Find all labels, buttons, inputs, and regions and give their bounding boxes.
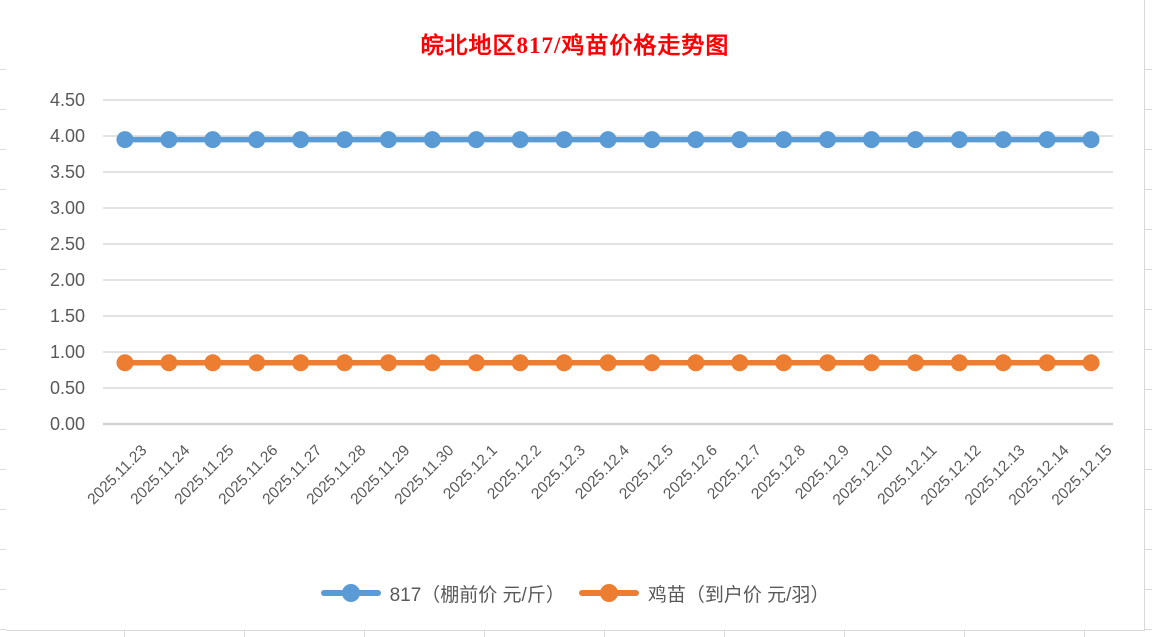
data-point-marker [336, 131, 354, 149]
data-point-marker [731, 354, 749, 372]
data-point-marker [248, 354, 266, 372]
y-tick-label: 4.50 [49, 90, 85, 110]
data-point-marker [467, 131, 485, 149]
data-point-marker [994, 131, 1012, 149]
data-point-marker [643, 131, 661, 149]
legend-dot [599, 584, 618, 602]
data-point-marker [643, 354, 661, 372]
legend-item: 鸡苗（到户价 元/羽） [578, 580, 830, 607]
y-tick-label: 0.00 [49, 414, 85, 434]
data-point-marker [204, 354, 222, 372]
data-point-marker [379, 131, 397, 149]
data-point-marker [248, 131, 266, 149]
data-point-marker [994, 354, 1012, 372]
data-point-marker [731, 131, 749, 149]
data-point-marker [1038, 354, 1056, 372]
data-point-marker [687, 131, 705, 149]
plot-area [103, 99, 1113, 426]
legend-label: 鸡苗（到户价 元/羽） [647, 584, 830, 606]
legend-line-marker-icon [320, 584, 381, 602]
data-point-marker [862, 131, 880, 149]
data-point-marker [599, 131, 617, 149]
legend-line-marker-icon [578, 584, 639, 602]
data-point-marker [599, 354, 617, 372]
y-tick-label: 3.00 [49, 198, 85, 218]
data-point-marker [1038, 131, 1056, 149]
legend-item: 817（棚前价 元/斤） [320, 580, 565, 607]
data-point-marker [511, 131, 529, 149]
data-point-marker [204, 131, 222, 149]
data-point-marker [336, 354, 354, 372]
data-point-marker [819, 354, 837, 372]
data-point-marker [423, 354, 441, 372]
data-point-marker [379, 354, 397, 372]
data-point-marker [160, 354, 178, 372]
data-point-marker [292, 354, 310, 372]
data-point-marker [906, 354, 924, 372]
y-tick-label: 2.50 [49, 234, 85, 254]
data-point-marker [555, 131, 573, 149]
data-point-marker [950, 354, 968, 372]
data-point-marker [775, 131, 793, 149]
data-point-marker [862, 354, 880, 372]
legend: 817（棚前价 元/斤） 鸡苗（到户价 元/羽） [6, 574, 1144, 612]
data-point-marker [775, 354, 793, 372]
data-point-marker [160, 131, 178, 149]
data-point-marker [950, 131, 968, 149]
legend-label: 817（棚前价 元/斤） [389, 584, 565, 606]
y-tick-label: 4.00 [49, 126, 85, 146]
chart-title: 皖北地区817/鸡苗价格走势图 [420, 33, 730, 58]
y-tick-label: 1.00 [49, 342, 85, 362]
chart-object[interactable]: 皖北地区817/鸡苗价格走势图 0.00 0.50 1.00 1.50 2.00 2.50… [6, 0, 1145, 631]
y-tick-label: 0.50 [49, 378, 85, 398]
data-point-marker [1082, 354, 1100, 372]
data-point-marker [467, 354, 485, 372]
data-point-marker [819, 131, 837, 149]
y-tick-label: 2.00 [49, 270, 85, 290]
y-tick-label: 3.50 [49, 162, 85, 182]
data-point-marker [511, 354, 529, 372]
data-point-marker [292, 131, 310, 149]
data-point-marker [906, 131, 924, 149]
data-point-marker [116, 354, 134, 372]
data-point-marker [555, 354, 573, 372]
legend-dot [341, 584, 360, 602]
data-point-marker [687, 354, 705, 372]
data-point-marker [423, 131, 441, 149]
data-point-marker [116, 131, 134, 149]
data-point-marker [1082, 131, 1100, 149]
y-tick-label: 1.50 [49, 306, 85, 326]
